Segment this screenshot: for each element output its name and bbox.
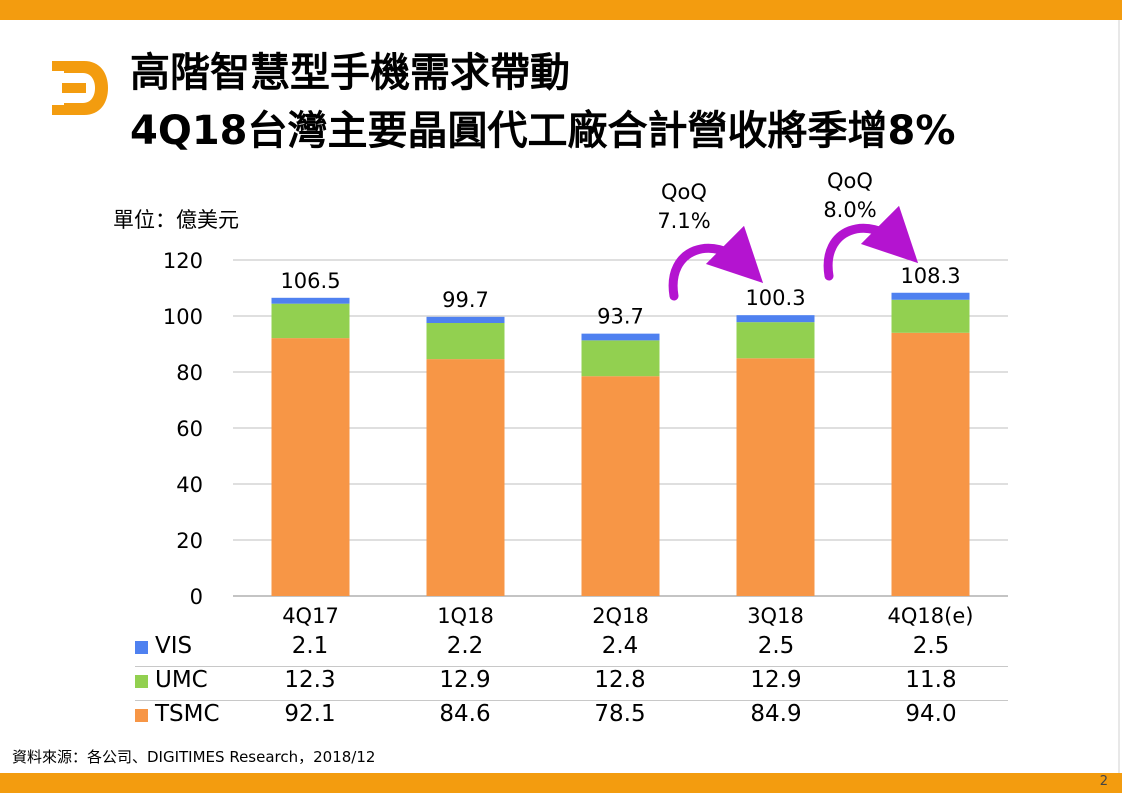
table-cell: 92.1 [284, 701, 336, 727]
qoq-arrow-icon [823, 205, 919, 281]
y-tick-label: 0 [190, 585, 203, 609]
table-cell: 84.6 [439, 701, 491, 727]
legend-key-vis [135, 641, 148, 654]
bar-segment-umc [581, 340, 660, 377]
bar-total-label: 93.7 [597, 305, 644, 329]
x-tick-label: 3Q18 [747, 604, 804, 628]
bar-segment-vis [271, 297, 350, 304]
slide-frame [0, 20, 1120, 773]
table-cell: 2.5 [757, 633, 795, 659]
y-tick-label: 20 [176, 529, 203, 553]
qoq-label: QoQ [827, 169, 873, 193]
y-tick-label: 80 [176, 361, 203, 385]
source-note: 資料來源：各公司、DIGITIMES Research，2018/12 [12, 748, 376, 766]
x-tick-label: 4Q17 [282, 604, 339, 628]
table-row: UMC 12.3 12.9 12.8 12.9 11.8 [135, 666, 1008, 700]
y-tick-label: 40 [176, 473, 203, 497]
x-tick-label: 4Q18(e) [888, 604, 974, 628]
table-series-name: VIS [155, 633, 193, 659]
table-divider [135, 700, 1008, 701]
y-tick-label: 100 [163, 305, 203, 329]
slide-title-line-1: 高階智慧型手機需求帶動 [130, 50, 570, 96]
table-divider [135, 666, 1008, 667]
x-tick-label: 1Q18 [437, 604, 494, 628]
y-tick-label: 120 [163, 249, 203, 273]
bar-segment-umc [426, 323, 505, 360]
y-tick-label: 60 [176, 417, 203, 441]
bar-total-label: 108.3 [900, 264, 960, 288]
bar-segment-vis [891, 292, 970, 300]
bar-total-label: 106.5 [280, 269, 340, 293]
table-cell: 2.1 [291, 633, 329, 659]
table-cell: 12.9 [439, 667, 491, 693]
bar-segment-vis [426, 316, 505, 323]
digitimes-d-logo-icon [52, 61, 108, 115]
table-cell: 78.5 [594, 701, 646, 727]
qoq-value: 8.0% [823, 198, 877, 222]
bottom-accent-bar [0, 773, 1122, 793]
bar-segment-umc [271, 303, 350, 339]
stacked-bar-chart: 0 20 40 60 80 100 120 106.5 4Q17 99.7 1Q18 93.7 2Q1… [163, 205, 1008, 628]
page-number: 2 [1099, 774, 1108, 789]
table-cell: 12.9 [750, 667, 802, 693]
qoq-value: 7.1% [657, 209, 711, 233]
qoq-label: QoQ [661, 180, 707, 204]
qoq-annotation: QoQ 7.1% [639, 178, 729, 236]
bar-total-label: 99.7 [442, 288, 489, 312]
table-row: TSMC 92.1 84.6 78.5 84.9 94.0 [135, 700, 1008, 734]
table-cell: 2.4 [601, 633, 639, 659]
bar-segment-umc [736, 322, 815, 359]
slide-title-line-2: 4Q18台灣主要晶圓代工廠合計營收將季增8% [130, 108, 956, 154]
x-tick-label: 2Q18 [592, 604, 649, 628]
table-series-name: TSMC [155, 701, 220, 727]
bar-total-label: 100.3 [745, 286, 805, 310]
table-cell: 11.8 [905, 667, 957, 693]
bar-segment-tsmc [891, 332, 970, 596]
legend-key-umc [135, 675, 148, 688]
qoq-annotation: QoQ 8.0% [805, 167, 895, 225]
table-cell: 94.0 [905, 701, 957, 727]
table-cell: 12.8 [594, 667, 646, 693]
bar-segment-vis [736, 315, 815, 323]
bar-segment-tsmc [736, 358, 815, 596]
unit-label: 單位：億美元 [113, 208, 239, 232]
legend-key-tsmc [135, 709, 148, 722]
table-cell: 84.9 [750, 701, 802, 727]
bar-segment-umc [891, 299, 970, 333]
top-accent-bar [0, 0, 1122, 20]
bar-segment-tsmc [271, 338, 350, 596]
bar-segment-tsmc [426, 359, 505, 596]
bar-segment-tsmc [581, 376, 660, 596]
table-series-name: UMC [155, 667, 208, 693]
bar-segment-vis [581, 333, 660, 341]
table-cell: 12.3 [284, 667, 336, 693]
qoq-arrow-icon [668, 225, 764, 301]
table-row: VIS 2.1 2.2 2.4 2.5 2.5 [135, 632, 1008, 666]
table-cell: 2.2 [446, 633, 484, 659]
table-cell: 2.5 [912, 633, 950, 659]
